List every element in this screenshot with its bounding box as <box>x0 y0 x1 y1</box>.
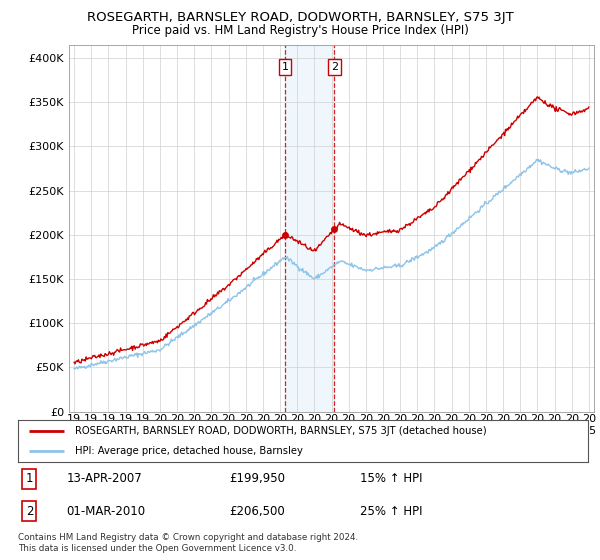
Text: 13-APR-2007: 13-APR-2007 <box>67 473 142 486</box>
Text: HPI: Average price, detached house, Barnsley: HPI: Average price, detached house, Barn… <box>75 446 303 456</box>
Text: 2: 2 <box>331 62 338 72</box>
Bar <box>285 45 334 412</box>
Text: 1: 1 <box>281 62 289 72</box>
Text: Contains HM Land Registry data © Crown copyright and database right 2024.
This d: Contains HM Land Registry data © Crown c… <box>18 533 358 553</box>
Text: Price paid vs. HM Land Registry's House Price Index (HPI): Price paid vs. HM Land Registry's House … <box>131 24 469 36</box>
Text: ROSEGARTH, BARNSLEY ROAD, DODWORTH, BARNSLEY, S75 3JT (detached house): ROSEGARTH, BARNSLEY ROAD, DODWORTH, BARN… <box>75 426 487 436</box>
Text: 01-MAR-2010: 01-MAR-2010 <box>67 505 146 517</box>
Text: 2: 2 <box>26 505 33 517</box>
Text: £206,500: £206,500 <box>229 505 284 517</box>
Text: ROSEGARTH, BARNSLEY ROAD, DODWORTH, BARNSLEY, S75 3JT: ROSEGARTH, BARNSLEY ROAD, DODWORTH, BARN… <box>86 11 514 24</box>
Text: 25% ↑ HPI: 25% ↑ HPI <box>360 505 422 517</box>
Text: £199,950: £199,950 <box>229 473 285 486</box>
Text: 15% ↑ HPI: 15% ↑ HPI <box>360 473 422 486</box>
Text: 1: 1 <box>26 473 33 486</box>
